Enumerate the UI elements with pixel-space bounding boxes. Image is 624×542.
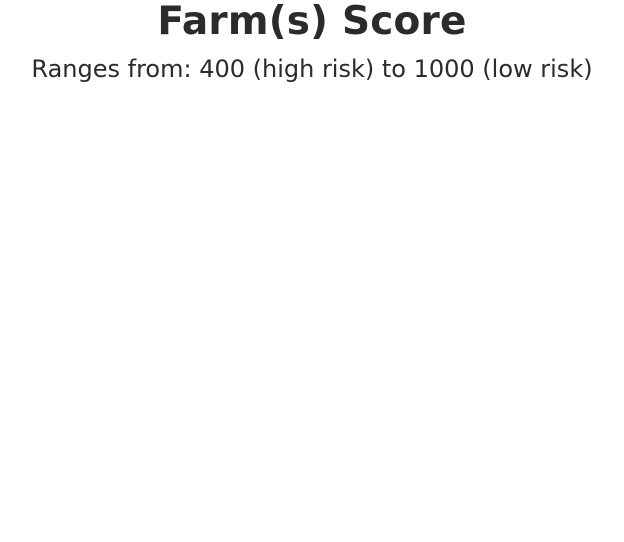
score-content-area bbox=[0, 100, 624, 542]
page-title: Farm(s) Score bbox=[157, 0, 467, 44]
score-range-caption: Ranges from: 400 (high risk) to 1000 (lo… bbox=[31, 55, 593, 83]
